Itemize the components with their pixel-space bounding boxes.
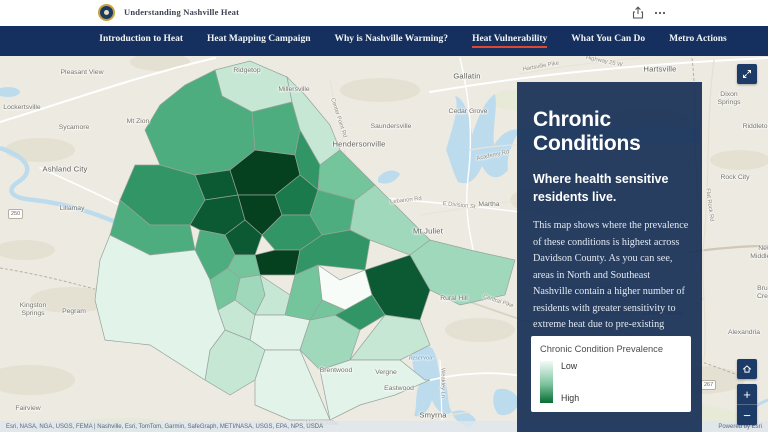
old-hickory-lake [446, 94, 520, 184]
share-icon[interactable] [630, 5, 646, 21]
route-shield-250: 250 [8, 209, 24, 219]
census-tract[interactable] [319, 359, 431, 421]
home-icon [742, 365, 752, 373]
census-tract[interactable] [209, 267, 241, 311]
zoom-out-button[interactable]: − [743, 407, 751, 423]
choropleth-tracts [94, 60, 516, 421]
expand-icon [743, 70, 751, 78]
story-navigation: Introduction to Heat Heat Mapping Campaig… [0, 26, 768, 56]
attribution-sources: Esri, NASA, NGA, USGS, FEMA | Nashville,… [6, 423, 324, 430]
census-tract[interactable] [251, 101, 301, 156]
home-extent-button[interactable] [737, 359, 757, 379]
legend-high-label: High [561, 393, 580, 403]
nav-tab-metro-actions[interactable]: Metro Actions [669, 34, 727, 44]
expand-map-button[interactable] [737, 64, 757, 84]
panel-body-text: This map shows where the prevalence of t… [533, 220, 689, 347]
route-shield-267: 267 [701, 380, 717, 390]
zoom-controls: + − [737, 384, 757, 425]
app-header: Understanding Nashville Heat [0, 0, 768, 26]
more-options-icon[interactable] [652, 5, 668, 21]
powered-by-esri: Powered by Esri [718, 423, 762, 430]
nav-tab-heat-vulnerability[interactable]: Heat Vulnerability [472, 34, 548, 48]
map-legend: Chronic Condition Prevalence Low High [531, 336, 691, 412]
nav-tab-why-is-nashville-warming-[interactable]: Why is Nashville Warming? [334, 34, 449, 44]
narrative-panel: Chronic Conditions Where health sensitiv… [517, 82, 702, 432]
metro-nashville-seal-logo [98, 4, 115, 21]
nav-tab-what-you-can-do[interactable]: What You Can Do [571, 34, 646, 44]
story-title: Understanding Nashville Heat [124, 7, 240, 17]
census-tract[interactable] [249, 314, 311, 351]
nav-tab-introduction-to-heat[interactable]: Introduction to Heat [99, 34, 184, 44]
census-tract[interactable] [294, 229, 371, 276]
panel-subtitle: Where health sensitive residents live. [533, 172, 669, 204]
census-tract[interactable] [334, 294, 386, 331]
census-tract[interactable] [254, 249, 301, 276]
legend-color-ramp [540, 361, 553, 403]
map-attribution-bar: Esri, NASA, NGA, USGS, FEMA | Nashville,… [0, 421, 768, 432]
legend-low-label: Low [561, 361, 578, 371]
legend-title: Chronic Condition Prevalence [540, 344, 663, 354]
nav-tab-heat-mapping-campaign[interactable]: Heat Mapping Campaign [207, 34, 311, 44]
zoom-in-button[interactable]: + [737, 384, 757, 405]
panel-title: Chronic Conditions [533, 108, 641, 155]
